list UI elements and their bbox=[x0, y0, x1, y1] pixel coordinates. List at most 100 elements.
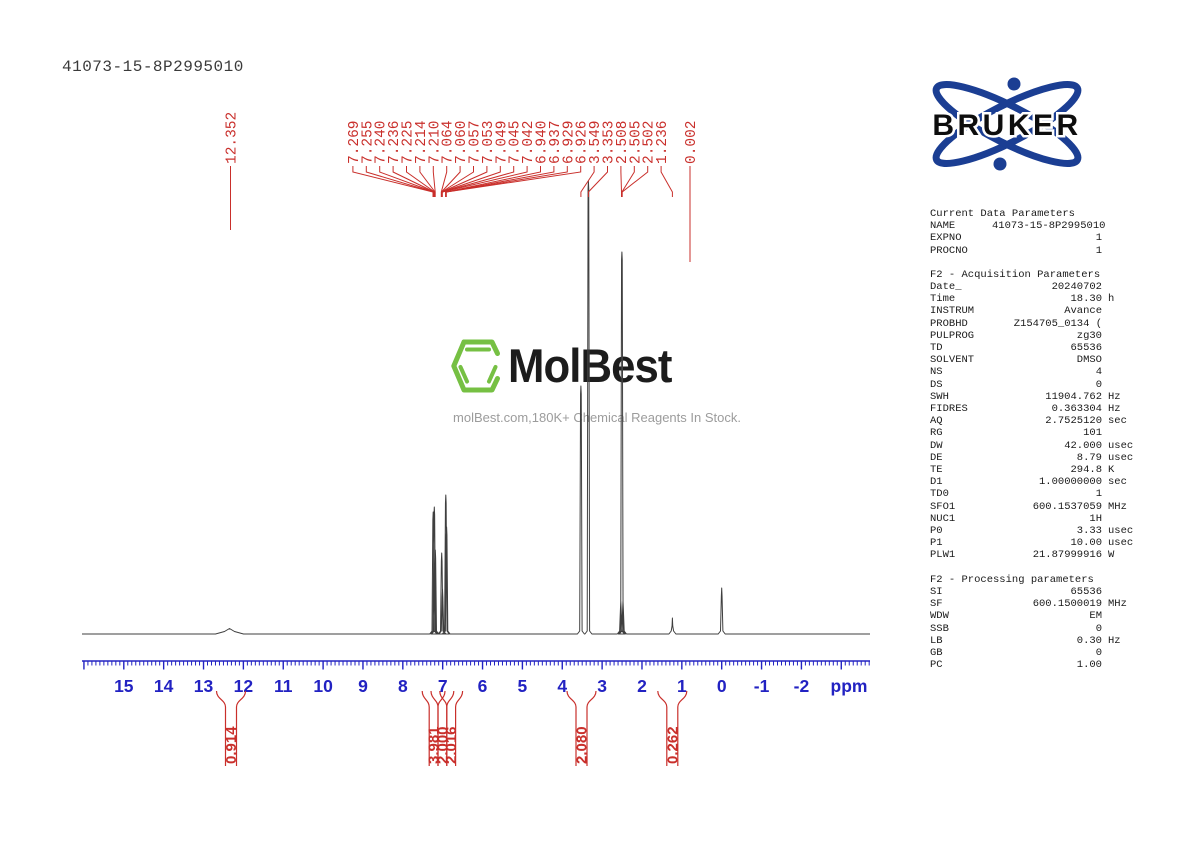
peak-label: 2.508 bbox=[615, 120, 631, 164]
param-key: Time bbox=[930, 293, 956, 306]
param-row: Date_ 20240702 bbox=[930, 281, 1188, 293]
param-key: PROCNO bbox=[930, 244, 968, 257]
integral-bracket-right bbox=[677, 690, 688, 766]
param-value: Z154705_0134 ( bbox=[1013, 317, 1102, 330]
param-key: PC bbox=[930, 659, 943, 672]
param-unit: usec bbox=[1108, 525, 1134, 538]
param-unit: MHz bbox=[1108, 598, 1127, 611]
param-value: Avance bbox=[1064, 305, 1102, 318]
param-value: 0.363304 bbox=[1051, 403, 1102, 416]
param-key: RG bbox=[930, 427, 943, 440]
peak-label: 3.549 bbox=[588, 120, 604, 164]
param-value: 1 bbox=[1095, 488, 1102, 501]
param-block: Current Data Parameters NAME 41073-15-8P29… bbox=[930, 208, 1188, 257]
param-key: DS bbox=[930, 378, 943, 391]
param-unit: h bbox=[1108, 293, 1115, 306]
integral-bracket-left bbox=[657, 690, 668, 766]
param-row: TD 65536 bbox=[930, 342, 1188, 354]
param-value: 1.00000000 bbox=[1038, 476, 1102, 489]
param-unit bbox=[1102, 245, 1108, 257]
param-unit: sec bbox=[1108, 415, 1127, 428]
peak-connector bbox=[432, 166, 436, 197]
peak-label: 6.926 bbox=[575, 120, 591, 164]
param-key: FIDRES bbox=[930, 403, 968, 416]
axis-tick-label: 1 bbox=[677, 676, 687, 696]
param-value: 0 bbox=[1095, 646, 1102, 659]
integral-bracket-right bbox=[455, 690, 464, 766]
axis-tick-label: 12 bbox=[234, 676, 254, 696]
param-key: INSTRUM bbox=[930, 305, 975, 318]
param-row: TE 294.8 K bbox=[930, 464, 1188, 476]
param-row: WDW EM bbox=[930, 610, 1188, 622]
sample-title: 41073-15-8P2995010 bbox=[62, 58, 244, 76]
integral-bracket-right bbox=[235, 690, 247, 766]
molbest-brand-text: MolBest bbox=[508, 339, 672, 392]
param-row: P1 10.00 usec bbox=[930, 537, 1188, 549]
param-row: NAME 41073-15-8P2995010 bbox=[930, 220, 1188, 232]
param-unit: Hz bbox=[1108, 634, 1121, 647]
axis-tick-label: -2 bbox=[794, 676, 810, 696]
param-unit bbox=[1102, 659, 1108, 671]
param-row: P0 3.33 usec bbox=[930, 525, 1188, 537]
param-key: AQ bbox=[930, 415, 943, 428]
integral-bracket-left bbox=[566, 690, 577, 766]
bruker-logo: BRUKER bbox=[913, 76, 1101, 172]
param-key: SF bbox=[930, 598, 943, 611]
integral-value: 0.262 bbox=[664, 726, 681, 764]
peak-label: 7.049 bbox=[494, 120, 510, 164]
integral-value: 0.914 bbox=[223, 726, 240, 764]
axis-tick-label: 13 bbox=[194, 676, 214, 696]
benzene-hexagon-icon bbox=[451, 339, 500, 393]
param-key: PROBHD bbox=[930, 317, 968, 330]
param-row: SSB 0 bbox=[930, 623, 1188, 635]
integral-bracket-left bbox=[421, 690, 430, 766]
bruker-orbits-icon bbox=[932, 81, 1082, 167]
param-key: LB bbox=[930, 634, 943, 647]
peak-label: 2.505 bbox=[628, 120, 644, 164]
param-key: TE bbox=[930, 464, 943, 477]
param-value: 65536 bbox=[1070, 342, 1102, 355]
param-key: DW bbox=[930, 439, 943, 452]
axis-tick-label: 7 bbox=[438, 676, 448, 696]
param-row: DE 8.79 usec bbox=[930, 452, 1188, 464]
param-row: PC 1.00 bbox=[930, 659, 1188, 671]
axis-tick-label: 15 bbox=[114, 676, 134, 696]
axis-tick-label: 5 bbox=[518, 676, 528, 696]
param-section-header: F2 - Processing parameters bbox=[930, 573, 1094, 586]
param-key: NAME bbox=[930, 220, 956, 233]
param-row: Time 18.30 h bbox=[930, 293, 1188, 305]
peak-label: 3.353 bbox=[602, 120, 618, 164]
param-row: TD0 1 bbox=[930, 488, 1188, 500]
peak-label: 7.236 bbox=[387, 120, 403, 164]
param-unit bbox=[1102, 647, 1108, 659]
param-unit bbox=[1102, 513, 1108, 525]
param-row: INSTRUM Avance bbox=[930, 305, 1188, 317]
integral-bracket-left bbox=[439, 690, 448, 766]
param-unit bbox=[1102, 232, 1108, 244]
param-row: DS 0 bbox=[930, 379, 1188, 391]
peak-connector bbox=[660, 166, 673, 197]
axis-tick-label: 4 bbox=[557, 676, 567, 696]
param-value: 600.1537059 bbox=[1032, 500, 1102, 513]
peak-label: 7.060 bbox=[454, 120, 470, 164]
param-value: 0 bbox=[1095, 378, 1102, 391]
param-value: 3.33 bbox=[1076, 525, 1102, 538]
axis-tick-label: -1 bbox=[754, 676, 770, 696]
param-unit: K bbox=[1108, 464, 1115, 477]
param-value: 101 bbox=[1083, 427, 1102, 440]
peak-label: 6.940 bbox=[535, 120, 551, 164]
parameter-panel: Current Data Parameters NAME 41073-15-8P29… bbox=[930, 208, 1188, 683]
param-unit: usec bbox=[1108, 451, 1134, 464]
param-key: SSB bbox=[930, 622, 949, 635]
param-value: 0.30 bbox=[1076, 634, 1102, 647]
param-row: PROBHD Z154705_0134 ( bbox=[930, 318, 1188, 330]
peak-label: 7.255 bbox=[360, 120, 376, 164]
param-key: GB bbox=[930, 646, 943, 659]
param-value: 8.79 bbox=[1076, 451, 1102, 464]
param-unit bbox=[1102, 342, 1108, 354]
axis-tick-label: 8 bbox=[398, 676, 408, 696]
param-unit: W bbox=[1108, 549, 1115, 562]
peak-label: 7.045 bbox=[508, 120, 524, 164]
param-value: 294.8 bbox=[1070, 464, 1102, 477]
